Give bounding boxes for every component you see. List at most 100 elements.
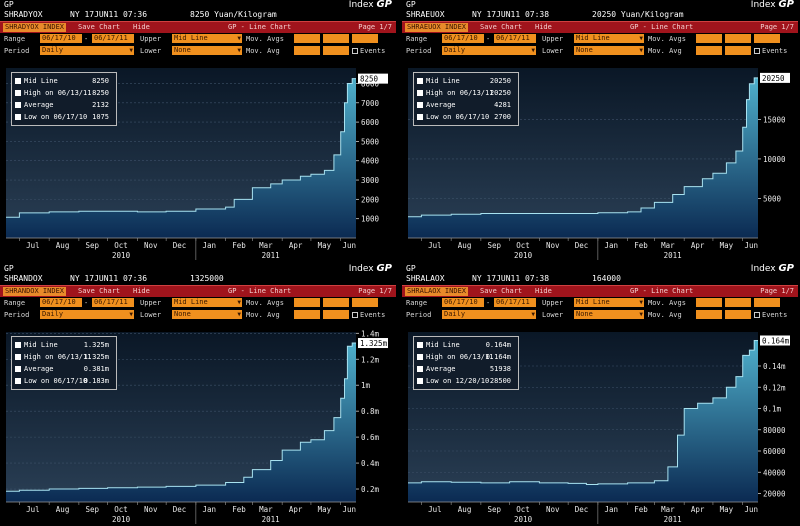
settings-row-range: Range 06/17/10 - 06/17/11 Upper Mid Line… [402,34,798,45]
upper-select[interactable]: Mid Line ▼ [172,34,242,43]
chart-legend: Mid Line 1.325m High on 06/13/11 1.325m … [11,336,117,390]
checkbox-icon [754,312,760,318]
x-tick-label: Nov [546,505,560,514]
mov-avg-input-1[interactable] [696,34,722,43]
security-field[interactable]: SHRAEUOX INDEX [405,23,469,32]
end-date-input[interactable]: 06/17/11 [92,298,134,307]
mov-avg-input-2[interactable] [725,34,751,43]
lower-select[interactable]: None ▼ [172,310,242,319]
mov-avg-input-1[interactable] [696,298,722,307]
upper-select[interactable]: Mid Line ▼ [574,34,644,43]
save-chart-button[interactable]: Save Chart [480,23,523,31]
mov-avg-input-3[interactable] [754,298,780,307]
index-logo: Index GP [349,0,392,10]
end-date-input[interactable]: 06/17/11 [494,34,536,43]
legend-row: High on 06/13/11 20250 [417,87,515,99]
mov-avg-input-3[interactable] [352,34,378,43]
command-bar: SHRAEUOX INDEX Save Chart Hide GP - Line… [402,21,798,33]
y-tick-label: 7000 [361,99,380,108]
events-toggle[interactable]: Events [754,310,787,320]
hide-button[interactable]: Hide [535,23,552,31]
mov-avg-input-4[interactable] [294,46,320,55]
security-field[interactable]: SHRANDOX INDEX [3,287,67,296]
function-code: GP [406,264,416,273]
legend-row: Average 2132 [15,99,113,111]
mov-avg-input-1[interactable] [294,34,320,43]
page-indicator[interactable]: Page 1/7 [358,287,392,295]
x-tick-label: Nov [144,505,158,514]
mov-avg-input-5[interactable] [323,46,349,55]
x-tick-label: Mar [661,241,675,250]
lower-select[interactable]: None ▼ [574,46,644,55]
period-select[interactable]: Daily ▼ [442,310,536,319]
x-tick-label: Sep [86,505,100,514]
dropdown-arrow-icon: ▼ [531,311,535,318]
mov-avg-input-5[interactable] [725,46,751,55]
events-toggle[interactable]: Events [754,46,787,56]
range-label: Range [4,35,26,43]
current-value-marker [760,335,790,346]
start-date-input[interactable]: 06/17/10 [442,34,484,43]
legend-value: 1.325m [83,353,109,361]
mov-avg-input-2[interactable] [725,298,751,307]
save-chart-button[interactable]: Save Chart [78,287,121,295]
legend-label: Low on 06/17/10 [426,113,490,121]
hide-button[interactable]: Hide [133,287,150,295]
security-field[interactable]: SHRADYOX INDEX [3,23,67,32]
x-tick-label: Sep [86,241,100,250]
x-tick-label: Feb [634,241,648,250]
y-tick-label: 2000 [361,195,380,204]
index-label: Index [750,0,776,10]
hide-button[interactable]: Hide [535,287,552,295]
period-select[interactable]: Daily ▼ [442,46,536,55]
mov-avg-input-4[interactable] [696,310,722,319]
mov-avgs-label: Mov. Avgs [648,299,686,307]
timestamp: NY 17JUN11 07:36 [70,274,148,283]
ticker: SHRAEUOX [406,10,445,19]
series-line [408,77,758,218]
chart-title: GP - Line Chart [228,23,292,31]
upper-label: Upper [140,35,162,43]
title-bar: GP Index GP [402,0,798,10]
page-indicator[interactable]: Page 1/7 [760,287,794,295]
mov-avg-input-3[interactable] [352,298,378,307]
upper-select[interactable]: Mid Line ▼ [574,298,644,307]
mov-avg-input-1[interactable] [294,298,320,307]
mov-avg-input-5[interactable] [323,310,349,319]
hide-button[interactable]: Hide [133,23,150,31]
series-area [6,343,356,502]
events-toggle[interactable]: Events [352,310,385,320]
start-date-input[interactable]: 06/17/10 [40,34,82,43]
mov-avg-input-3[interactable] [754,34,780,43]
lower-select[interactable]: None ▼ [172,46,242,55]
mov-avg-input-5[interactable] [725,310,751,319]
save-chart-button[interactable]: Save Chart [78,23,121,31]
y-tick-label: 0.6m [361,433,380,442]
events-toggle[interactable]: Events [352,46,385,56]
legend-row: Mid Line 20250 [417,75,515,87]
index-label: Index [750,264,776,274]
end-date-input[interactable]: 06/17/11 [494,298,536,307]
start-date-input[interactable]: 06/17/10 [442,298,484,307]
period-select[interactable]: Daily ▼ [40,310,134,319]
upper-select[interactable]: Mid Line ▼ [172,298,242,307]
end-date-input[interactable]: 06/17/11 [92,34,134,43]
dropdown-arrow-icon: ▼ [237,311,241,318]
series-area [408,77,758,239]
mov-avg-input-2[interactable] [323,298,349,307]
mov-avg-input-2[interactable] [323,34,349,43]
x-tick-label: Mar [661,505,675,514]
save-chart-button[interactable]: Save Chart [480,287,523,295]
index-logo: Index GP [751,264,794,274]
period-label: Period [406,311,432,319]
mov-avg-input-4[interactable] [696,46,722,55]
page-indicator[interactable]: Page 1/7 [760,23,794,31]
start-date-input[interactable]: 06/17/10 [40,298,82,307]
security-field[interactable]: SHRALAOX INDEX [405,287,469,296]
legend-label: Low on 06/17/10 [24,113,88,121]
period-select[interactable]: Daily ▼ [40,46,134,55]
mov-avg-input-4[interactable] [294,310,320,319]
page-indicator[interactable]: Page 1/7 [358,23,392,31]
lower-select[interactable]: None ▼ [574,310,644,319]
